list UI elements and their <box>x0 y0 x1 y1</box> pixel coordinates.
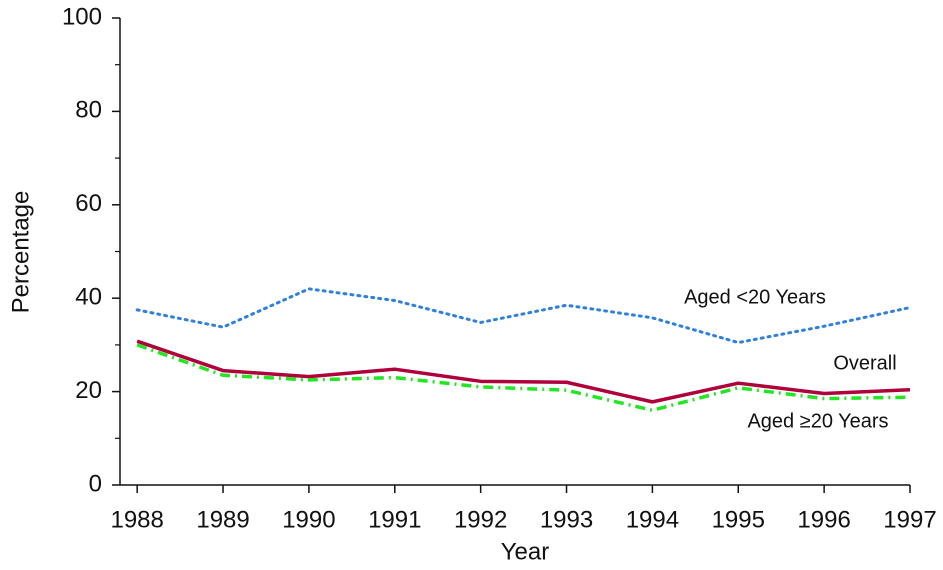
y-tick-label: 20 <box>75 377 102 404</box>
series-line <box>136 343 911 413</box>
series-line <box>136 339 911 404</box>
x-tick-label: 1996 <box>797 506 850 533</box>
y-tick-label: 80 <box>75 97 102 124</box>
x-tick-label: 1993 <box>540 506 593 533</box>
series-line <box>135 287 912 345</box>
x-tick-label: 1988 <box>110 506 163 533</box>
y-tick-label: 0 <box>89 470 102 497</box>
series-label: Aged ≥20 Years <box>747 410 888 432</box>
x-tick-label: 1997 <box>883 506 936 533</box>
x-tick-label: 1995 <box>712 506 765 533</box>
y-tick-label: 100 <box>62 3 102 30</box>
y-tick-label: 60 <box>75 190 102 217</box>
x-tick-label: 1992 <box>454 506 507 533</box>
y-tick-label: 40 <box>75 284 102 311</box>
x-tick-label: 1991 <box>368 506 421 533</box>
series-label: Aged <20 Years <box>684 286 826 308</box>
x-tick-label: 1994 <box>626 506 679 533</box>
x-tick-label: 1989 <box>196 506 249 533</box>
y-axis-label: Percentage <box>7 191 34 314</box>
x-tick-label: 1990 <box>282 506 335 533</box>
series-label: Overall <box>833 352 896 374</box>
x-axis-label: Year <box>501 538 550 565</box>
